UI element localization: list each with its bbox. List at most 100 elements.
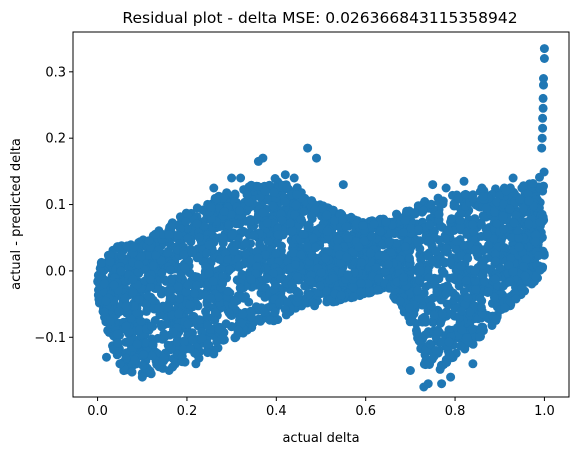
scatter-point bbox=[463, 293, 473, 303]
scatter-point bbox=[291, 200, 301, 210]
scatter-point bbox=[491, 314, 501, 324]
scatter-point bbox=[501, 186, 511, 196]
scatter-point bbox=[465, 307, 475, 317]
scatter-point bbox=[296, 250, 306, 260]
scatter-point bbox=[491, 256, 500, 266]
scatter-point bbox=[448, 273, 458, 283]
scatter-point bbox=[499, 243, 509, 252]
scatter-point bbox=[138, 350, 148, 360]
scatter-point bbox=[277, 215, 287, 225]
scatter-point bbox=[204, 240, 214, 250]
scatter-point bbox=[320, 253, 330, 263]
scatter-point bbox=[154, 303, 164, 313]
scatter-point bbox=[519, 262, 529, 271]
scatter-point bbox=[431, 346, 441, 355]
scatter-point bbox=[475, 332, 484, 342]
scatter-point bbox=[127, 367, 137, 377]
scatter-point bbox=[461, 276, 471, 285]
scatter-point bbox=[230, 189, 240, 199]
scatter-point bbox=[112, 329, 122, 339]
scatter-point bbox=[433, 326, 443, 336]
scatter-point bbox=[138, 360, 147, 370]
scatter-point bbox=[166, 274, 176, 284]
y-tick-label: 0.3 bbox=[45, 65, 66, 80]
scatter-point bbox=[303, 242, 313, 252]
x-axis-label: actual delta bbox=[282, 431, 359, 446]
outlier-point bbox=[537, 143, 547, 153]
scatter-point bbox=[481, 203, 491, 213]
outlier-point bbox=[539, 44, 549, 54]
scatter-point bbox=[490, 249, 500, 259]
outlier-point bbox=[164, 366, 174, 375]
scatter-point bbox=[231, 219, 241, 229]
scatter-point bbox=[150, 229, 160, 239]
scatter-point bbox=[132, 339, 142, 349]
scatter-point bbox=[483, 287, 493, 297]
scatter-point bbox=[174, 294, 184, 304]
scatter-point bbox=[148, 261, 158, 271]
scatter-point bbox=[373, 274, 383, 284]
scatter-point bbox=[316, 268, 326, 278]
scatter-point bbox=[421, 360, 431, 370]
outlier-point bbox=[209, 349, 219, 359]
scatter-points bbox=[93, 44, 549, 392]
scatter-point bbox=[282, 182, 292, 192]
scatter-point bbox=[495, 263, 505, 273]
scatter-point bbox=[456, 209, 466, 219]
scatter-point bbox=[531, 230, 541, 240]
scatter-point bbox=[369, 219, 379, 229]
scatter-point bbox=[163, 248, 173, 258]
scatter-point bbox=[492, 218, 502, 228]
outlier-point bbox=[538, 93, 548, 103]
scatter-point bbox=[477, 322, 487, 332]
scatter-point bbox=[235, 261, 245, 271]
scatter-point bbox=[441, 289, 451, 299]
outlier-point bbox=[477, 183, 487, 193]
scatter-point bbox=[143, 291, 153, 301]
scatter-point bbox=[146, 274, 155, 284]
scatter-point bbox=[426, 301, 436, 311]
scatter-point bbox=[356, 287, 366, 297]
outlier-point bbox=[441, 183, 451, 193]
scatter-point bbox=[476, 219, 486, 229]
scatter-point bbox=[294, 288, 304, 298]
scatter-point bbox=[287, 279, 297, 289]
scatter-point bbox=[203, 339, 213, 349]
scatter-point bbox=[217, 278, 227, 288]
scatter-point bbox=[463, 253, 473, 263]
scatter-point bbox=[192, 280, 202, 290]
scatter-point bbox=[192, 203, 202, 213]
scatter-point bbox=[163, 340, 173, 350]
scatter-point bbox=[511, 210, 521, 220]
scatter-point bbox=[523, 189, 533, 198]
scatter-point bbox=[242, 190, 252, 200]
x-tick-label: 0.4 bbox=[266, 404, 287, 419]
scatter-point bbox=[136, 252, 146, 262]
scatter-point bbox=[183, 280, 193, 290]
scatter-point bbox=[265, 315, 275, 325]
scatter-point bbox=[445, 257, 455, 267]
scatter-point bbox=[120, 293, 130, 303]
scatter-point bbox=[223, 286, 233, 296]
scatter-point bbox=[521, 254, 531, 264]
scatter-point bbox=[424, 236, 434, 246]
scatter-point bbox=[336, 290, 346, 300]
scatter-point bbox=[395, 296, 405, 306]
scatter-point bbox=[105, 316, 115, 326]
scatter-point bbox=[498, 281, 508, 291]
scatter-point bbox=[238, 292, 248, 302]
scatter-point bbox=[373, 285, 383, 295]
scatter-point bbox=[160, 332, 170, 342]
scatter-point bbox=[249, 231, 259, 240]
outlier-point bbox=[437, 379, 447, 389]
scatter-point bbox=[164, 230, 174, 240]
scatter-point bbox=[121, 321, 131, 331]
outlier-point bbox=[191, 359, 201, 369]
scatter-point bbox=[427, 255, 437, 265]
scatter-point bbox=[186, 344, 195, 354]
scatter-point bbox=[129, 301, 139, 311]
scatter-point bbox=[535, 265, 545, 275]
scatter-point bbox=[455, 222, 465, 232]
scatter-point bbox=[167, 222, 177, 232]
scatter-point bbox=[415, 275, 425, 285]
